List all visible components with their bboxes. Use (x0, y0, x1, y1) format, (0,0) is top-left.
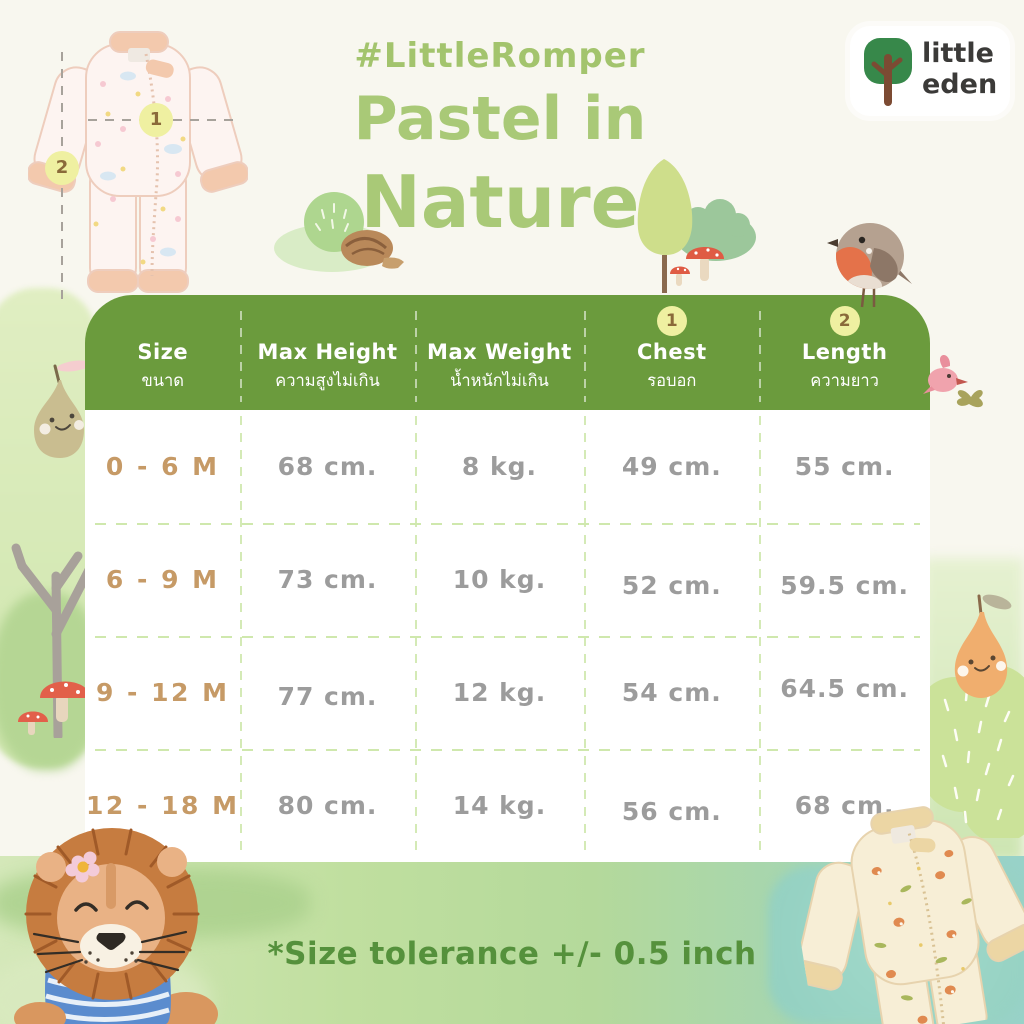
header-divider (759, 311, 762, 402)
lion-illustration (14, 828, 218, 1024)
column-header-size: Size ขนาด (85, 295, 240, 410)
poster-title-line1: Pastel in (353, 84, 647, 154)
length-cell: 59.5 cm. (780, 571, 909, 600)
table-header-row: Size ขนาด Max Height ความสูงไม่เกิน Max … (85, 295, 930, 410)
bush-snail-illustration (274, 192, 404, 272)
column-label-th: ความยาว (810, 371, 879, 390)
row-divider (95, 636, 920, 638)
flower-icon (65, 851, 100, 883)
column-divider (240, 416, 243, 852)
chest-column-badge: 1 (656, 306, 687, 336)
table-row: 9 - 12 M 77 cm. 12 kg. 54 cm. 64.5 cm. (85, 636, 930, 749)
tree-logo-icon (864, 38, 912, 106)
header-divider (240, 311, 243, 402)
header-divider (584, 311, 587, 402)
column-label-en: Size (137, 340, 189, 364)
table-row: 6 - 9 M 73 cm. 10 kg. 52 cm. 59.5 cm. (85, 523, 930, 636)
size-cell: 6 - 9 M (105, 565, 220, 594)
column-label-th: รอบอก (647, 371, 697, 390)
row-divider (95, 749, 920, 751)
hashtag-title: #LittleRomper (354, 36, 646, 76)
size-cell: 0 - 6 M (105, 452, 220, 481)
table-body: 0 - 6 M 68 cm. 8 kg. 49 cm. 55 cm. 6 - 9… (85, 410, 930, 862)
chest-cell: 52 cm. (621, 571, 722, 600)
column-label-th: ความสูงไม่เกิน (275, 371, 380, 390)
length-column-badge: 2 (829, 306, 860, 336)
bush-right-icon (925, 665, 1024, 838)
column-label-en: Max Height (257, 340, 398, 364)
max-weight-cell: 12 kg. (452, 678, 547, 707)
poster-title-line2: Nature (360, 160, 640, 244)
column-divider (759, 416, 762, 852)
column-header-max-height: Max Height ความสูงไม่เกิน (240, 295, 414, 410)
column-divider (584, 416, 587, 852)
pear-character-right (954, 594, 1012, 698)
column-header-length: 2 Length ความยาว (759, 295, 930, 410)
size-cell: 9 - 12 M (95, 678, 230, 707)
size-chart-table: Size ขนาด Max Height ความสูงไม่เกิน Max … (85, 295, 930, 862)
max-height-cell: 80 cm. (277, 791, 378, 820)
column-label-en: Chest (637, 340, 707, 364)
size-tolerance-note: *Size tolerance +/- 0.5 inch (267, 936, 757, 972)
length-cell: 64.5 cm. (780, 674, 909, 703)
brand-logo: little eden (850, 26, 1010, 116)
size-cell: 12 - 18 M (86, 791, 240, 820)
column-label-en: Max Weight (427, 340, 572, 364)
column-label-th: น้ำหนักไม่เกิน (450, 371, 549, 390)
pear-character-left (34, 360, 91, 458)
chest-cell: 54 cm. (621, 678, 722, 707)
column-divider (414, 416, 417, 852)
column-label-th: ขนาด (141, 371, 184, 390)
brand-name: little eden (922, 38, 997, 100)
olive-bird-icon (956, 390, 983, 408)
column-header-max-weight: Max Weight น้ำหนักไม่เกิน (415, 295, 585, 410)
table-row: 0 - 6 M 68 cm. 8 kg. 49 cm. 55 cm. (85, 410, 930, 523)
robin-bird-icon (827, 223, 912, 308)
trees-mushrooms-illustration (637, 159, 756, 293)
max-weight-cell: 8 kg. (461, 452, 538, 481)
max-height-cell: 73 cm. (277, 565, 378, 594)
romper-product-image (28, 31, 248, 293)
max-weight-cell: 14 kg. (452, 791, 547, 820)
length-marker-badge: 2 (45, 151, 79, 185)
mushrooms-left-icon (18, 681, 90, 735)
column-label-en: Length (801, 340, 888, 364)
brand-name-line1: little (922, 38, 994, 69)
max-height-cell: 68 cm. (277, 452, 378, 481)
column-header-chest: 1 Chest รอบอก (584, 295, 759, 410)
romper-product-image-bottom (791, 806, 1024, 1024)
brand-name-line2: eden (922, 69, 998, 101)
length-cell: 55 cm. (794, 452, 895, 481)
table-row: 12 - 18 M 80 cm. 14 kg. 56 cm. 68 cm. (85, 749, 930, 862)
chest-marker-badge: 1 (139, 103, 173, 137)
pink-bird-icon (923, 354, 968, 394)
chest-cell: 49 cm. (621, 452, 722, 481)
max-height-cell: 77 cm. (277, 682, 378, 711)
chest-cell: 56 cm. (621, 797, 722, 826)
max-weight-cell: 10 kg. (452, 565, 547, 594)
row-divider (95, 523, 920, 525)
header-divider (414, 311, 417, 402)
